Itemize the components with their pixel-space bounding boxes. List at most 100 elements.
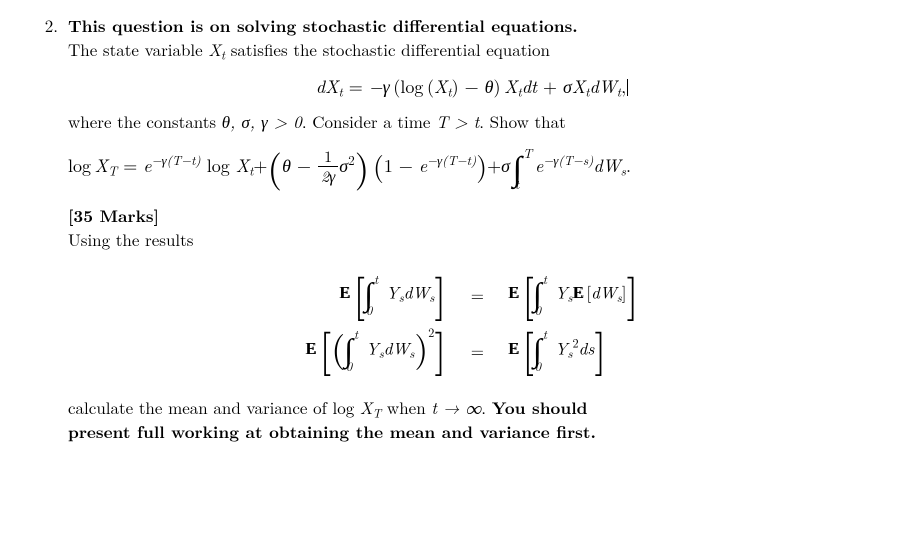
sde-lp2: ( (427, 74, 434, 99)
sol-frac-d: 2γ (318, 168, 338, 185)
marks-label: [35 Marks] (68, 205, 876, 228)
text-cursor (627, 79, 628, 96)
sde-rp: ) (494, 74, 501, 99)
id1r-rbin: ] (622, 279, 627, 303)
title-line: This question is on solving stochastic d… (68, 14, 876, 38)
id1r-Y: Y (555, 279, 568, 303)
id2-lhs: E [(∫t0YsdWs)2] (305, 329, 459, 373)
sde-log: log (400, 74, 423, 99)
int-upper: T (523, 144, 532, 161)
sde-X: X (325, 74, 338, 99)
const-pre: where the constants (68, 109, 222, 133)
sde-d: d (316, 74, 325, 99)
sol-log2: log (201, 153, 236, 178)
id1-u: t (374, 271, 378, 288)
sde-plus: + (537, 74, 563, 99)
id2-rhs: E [∫t0Ys2ds] (496, 329, 639, 373)
id1-l: 0 (366, 302, 372, 319)
sde-sigma: σ (563, 74, 572, 99)
constants-line: where the constants θ, σ, γ > 0. Conside… (68, 110, 876, 133)
sde-theta: θ (485, 74, 494, 99)
id2-l: 0 (346, 358, 352, 375)
sol-period: . (626, 153, 631, 178)
id2-u: t (354, 326, 358, 343)
id2-Y: Y (366, 335, 379, 359)
id1r-dWd: d (591, 279, 600, 303)
intro-line: The state variable Xt satisfies the stoc… (68, 38, 876, 63)
sol-dWW: W (603, 153, 621, 178)
intro-var: X (208, 37, 221, 61)
id2r-E: E (508, 338, 518, 361)
id1-E: E (339, 282, 349, 305)
sol-e1pow: −γ(T−t) (152, 150, 201, 169)
id2r-Y: Y (555, 335, 568, 359)
sde-Xt3-X: X (572, 74, 585, 99)
int-limits: t0 (541, 275, 555, 315)
sol-Xt-X: X (236, 153, 249, 178)
sol-eq: = (117, 153, 143, 178)
int-limits: Tt (521, 148, 535, 188)
identity-row-1: E [∫t0YsdWs] = E [∫t0YsE [dWs]] (305, 273, 639, 317)
identity-row-2: E [(∫t0YsdWs)2] = E [∫t0Ys2ds] (305, 329, 639, 373)
sde-equation: dXt = −γ (log (Xt) − θ) Xtdt + σXtdWt, (68, 75, 876, 100)
int-lower: t (515, 175, 519, 192)
id1r-Ein: E (573, 282, 583, 305)
final-mid: when (381, 395, 431, 419)
question-number: 2. (36, 14, 58, 444)
solution-equation: log XT = e−γ(T−t) log Xt+(θ − 12γσ2) (1 … (68, 145, 876, 191)
sol-minus: − (291, 153, 317, 178)
id1-lhs: E [∫t0YsdWs] (305, 273, 459, 317)
sol-theta: θ (282, 153, 291, 178)
sol-plus2: + (487, 153, 501, 178)
sol-sq: 2 (348, 150, 354, 169)
final-line-2: present full working at obtaining the me… (68, 421, 876, 444)
final-bold1: You should (492, 396, 588, 420)
const-mid: . Consider a time (302, 109, 436, 133)
id1r-l: 0 (535, 302, 541, 319)
sol-dWd: d (593, 153, 602, 178)
identities-array: E [∫t0YsdWs] = E [∫t0YsE [dWs]] E [(∫t0Y… (305, 261, 639, 384)
id1-eq: = (459, 273, 496, 317)
id1r-u: t (543, 271, 547, 288)
sol-plus1: + (253, 153, 267, 178)
sol-e2: e (419, 153, 427, 178)
id1-rhs: E [∫t0YsE [dWs]] (496, 273, 639, 317)
sde-neg-gamma: −γ (369, 74, 390, 99)
sol-XT-T: T (108, 161, 117, 180)
final-line-1: calculate the mean and variance of log X… (68, 396, 876, 421)
sde-dW-t: t (617, 82, 621, 101)
intro-post: satisfies the stochastic differential eq… (225, 37, 550, 61)
id2r-u: t (543, 326, 547, 343)
sol-iepow: −γ(T−s) (543, 150, 593, 169)
id1-Y: Y (386, 279, 399, 303)
int-limits: t0 (372, 275, 386, 315)
id2r-l: 0 (535, 358, 541, 375)
const-cond: T > t (436, 109, 479, 133)
sol-XT-X: X (95, 153, 108, 178)
final-limit: t → ∞ (431, 395, 481, 419)
question-page: 2. This question is on solving stochasti… (0, 0, 906, 454)
sol-minus2: − (393, 153, 419, 178)
id2-dWW: W (392, 335, 409, 359)
id2-eq: = (459, 329, 496, 373)
final-X: X (360, 395, 373, 419)
int-limits: t0 (352, 330, 366, 370)
sde-dW-W: W (599, 74, 617, 99)
const-post: . Show that (479, 109, 565, 133)
const-params: θ, σ, γ > 0 (222, 109, 302, 133)
using-line: Using the results (68, 228, 876, 251)
sde-rp2: ) (452, 74, 459, 99)
sde-eq: = (349, 74, 369, 99)
sol-sigma2: σ (339, 153, 348, 178)
int-limits: t0 (541, 330, 555, 370)
sde-dt: dt (522, 74, 537, 99)
sde-t: t (338, 82, 342, 101)
question-title: This question is on solving stochastic d… (68, 14, 578, 38)
sol-frac-n: 1 (318, 148, 338, 165)
sde-Xt2-X: X (504, 74, 517, 99)
sol-log: log (68, 153, 91, 178)
sde-dW-d: d (590, 74, 599, 99)
id1-dWW: W (412, 279, 429, 303)
sol-e1: e (143, 153, 151, 178)
id2-E: E (305, 338, 315, 361)
